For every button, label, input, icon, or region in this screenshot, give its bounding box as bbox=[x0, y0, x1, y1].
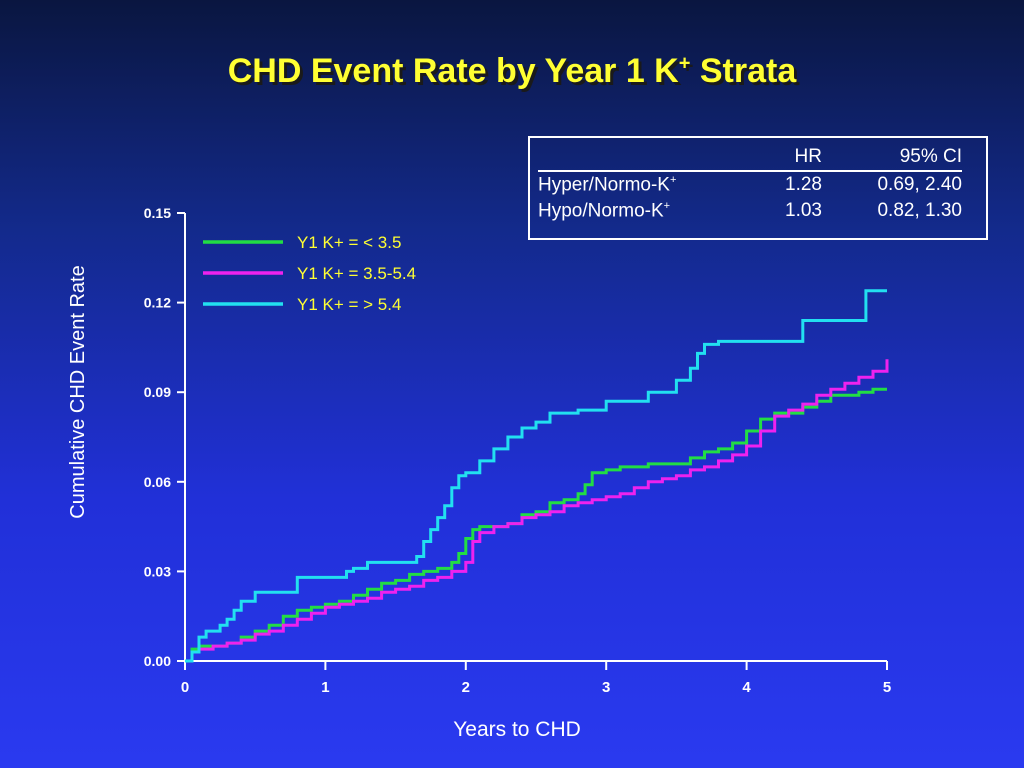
hr-header-hr: HR bbox=[762, 144, 822, 172]
x-tick-label: 0 bbox=[181, 679, 189, 696]
hr-header-ci: 95% CI bbox=[822, 144, 962, 172]
legend-label: Y1 K+ = < 3.5 bbox=[297, 233, 401, 252]
hr-row-label-sup: + bbox=[669, 174, 677, 186]
y-axis-label: Cumulative CHD Event Rate bbox=[67, 265, 89, 518]
x-axis-label: Years to CHD bbox=[453, 718, 581, 741]
hr-row-label-sup: + bbox=[663, 200, 671, 213]
legend-label: Y1 K+ = 3.5-5.4 bbox=[297, 264, 416, 283]
series-line-3 bbox=[185, 289, 887, 663]
y-tick-label: 0.09 bbox=[144, 384, 171, 400]
hr-row-ci: 0.69, 2.40 bbox=[877, 174, 962, 196]
chart-series bbox=[185, 289, 889, 663]
x-tick-label: 2 bbox=[462, 679, 470, 696]
y-tick-label: 0.15 bbox=[144, 205, 171, 221]
page-title: CHD Event Rate by Year 1 K+ Strata bbox=[0, 52, 1024, 91]
hr-row-label: Hypo/Normo-K+ bbox=[538, 198, 762, 224]
y-tick-label: 0.00 bbox=[144, 653, 171, 669]
hr-row-label-text: Hypo/Normo-K bbox=[538, 200, 664, 222]
y-tick-label: 0.06 bbox=[144, 474, 171, 490]
hazard-ratio-table: HR 95% CI Hyper/Normo-K+ 1.28 0.69, 2.40… bbox=[528, 136, 988, 240]
hr-row-label-text: Hyper/Normo-K bbox=[538, 174, 670, 196]
y-tick-label: 0.03 bbox=[144, 563, 171, 579]
chart-legend: Y1 K+ = < 3.5 Y1 K+ = 3.5-5.4 Y1 K+ = > 5.… bbox=[203, 233, 416, 314]
x-tick-label: 1 bbox=[321, 679, 329, 696]
legend-label: Y1 K+ = > 5.4 bbox=[297, 295, 401, 314]
table-row: Hypo/Normo-K+ 1.03 0.82, 1.30 bbox=[538, 198, 962, 224]
series-line-2 bbox=[185, 359, 889, 663]
hr-row-ci: 0.82, 1.30 bbox=[877, 200, 962, 222]
hr-row-hr: 1.28 bbox=[785, 174, 822, 196]
x-tick-label: 5 bbox=[883, 679, 891, 696]
y-tick-label: 0.12 bbox=[144, 295, 171, 311]
x-tick-label: 4 bbox=[742, 679, 751, 696]
table-row: Hyper/Normo-K+ 1.28 0.69, 2.40 bbox=[538, 171, 962, 198]
hr-header-empty bbox=[538, 144, 762, 172]
title-main: CHD Event Rate by Year 1 K bbox=[227, 52, 679, 90]
chart-axes: 0.00 0.03 0.06 0.09 0.12 0.15 0 1 2 3 4 5 bbox=[144, 205, 891, 696]
hr-row-hr: 1.03 bbox=[785, 200, 822, 222]
hr-table-header: HR 95% CI bbox=[538, 144, 962, 172]
series-line-1 bbox=[185, 387, 887, 663]
x-tick-label: 3 bbox=[602, 679, 610, 696]
title-suffix: Strata bbox=[690, 52, 797, 90]
hr-row-label: Hyper/Normo-K+ bbox=[538, 171, 762, 198]
title-superscript: + bbox=[678, 52, 691, 75]
hr-table: HR 95% CI Hyper/Normo-K+ 1.28 0.69, 2.40… bbox=[538, 144, 962, 225]
